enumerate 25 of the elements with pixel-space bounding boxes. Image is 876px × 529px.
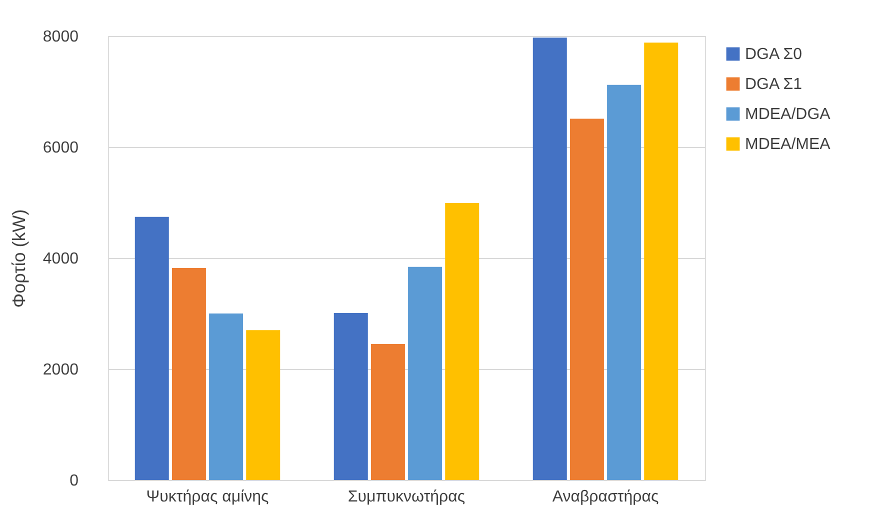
bar [246, 330, 280, 480]
x-tick-label: Ψυκτήρας αμίνης [146, 488, 270, 506]
x-tick-label: Αναβραστήρας [552, 488, 659, 506]
bar [408, 266, 442, 480]
legend-label: MDEA/DGA [745, 106, 831, 123]
x-tick-label: Συμπυκνωτήρας [348, 488, 466, 506]
bar [370, 344, 405, 480]
bar [570, 118, 604, 480]
y-tick-label: 0 [70, 472, 79, 490]
bar [644, 42, 678, 480]
y-axis-title: Φορτίο (kW) [8, 209, 29, 308]
legend-label: DGA Σ1 [745, 76, 802, 93]
bar [334, 312, 368, 480]
y-tick-label: 2000 [42, 362, 79, 378]
legend-label: DGA Σ0 [745, 46, 802, 63]
bar [532, 38, 567, 480]
bar [134, 216, 169, 480]
y-tick-label: 6000 [42, 140, 79, 156]
bar [607, 84, 642, 480]
bar [445, 203, 480, 480]
bar [172, 268, 206, 480]
y-tick-label: 4000 [42, 250, 79, 268]
y-tick-label: 8000 [42, 28, 79, 46]
legend-label: MDEA/MEA [745, 136, 831, 153]
bar [209, 314, 244, 480]
